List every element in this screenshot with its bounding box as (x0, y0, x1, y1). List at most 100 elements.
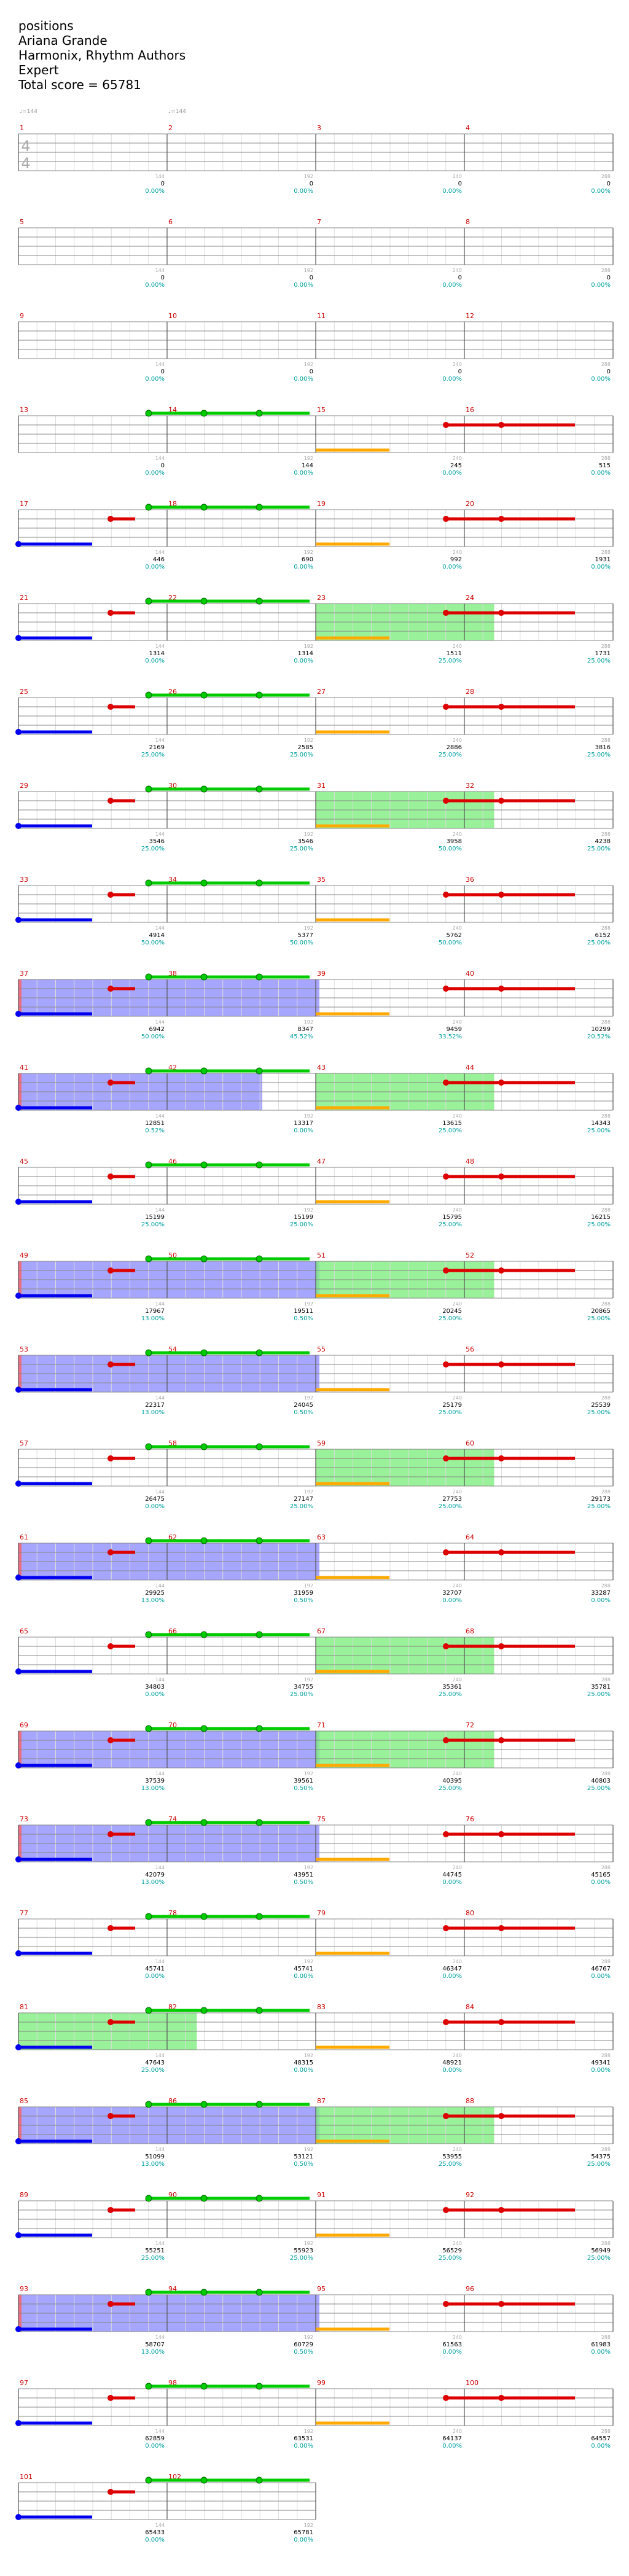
green-note (145, 2101, 152, 2108)
beat-label: 288 (601, 1113, 611, 1119)
measure-percent: 25.00% (439, 2161, 462, 2168)
measure-score: 0 (607, 181, 611, 187)
beat-label: 240 (453, 456, 462, 461)
measure-number: 27 (317, 688, 326, 696)
green-note (200, 691, 208, 699)
blue-note (15, 1950, 21, 1956)
blue-note (15, 2138, 21, 2144)
measure-number: 91 (317, 2191, 326, 2199)
beat-label: 192 (304, 2053, 313, 2058)
measure-score: 0 (161, 368, 165, 375)
red-note (107, 610, 114, 616)
green-note (200, 1913, 208, 1920)
red-note (107, 2395, 114, 2401)
beat-label: 192 (304, 737, 313, 743)
red-note (107, 1831, 114, 1837)
measure-number: 25 (20, 688, 28, 696)
measure-percent: 25.00% (587, 1691, 611, 1698)
beat-label: 144 (155, 456, 165, 461)
beat-label: 240 (453, 550, 462, 555)
green-note (256, 1725, 263, 1732)
measure-number: 96 (466, 2285, 474, 2293)
beat-label: 144 (155, 644, 165, 649)
beat-label: 192 (304, 550, 313, 555)
measure-percent: 0.00% (145, 1691, 165, 1698)
measure-percent: 0.00% (591, 1597, 611, 1604)
beat-label: 192 (304, 1865, 313, 1870)
measure-score: 992 (450, 556, 462, 563)
measure-number: 7 (317, 218, 321, 226)
blue-note (15, 2420, 21, 2426)
red-note (107, 1643, 114, 1649)
measure-percent: 25.00% (290, 752, 313, 758)
measure-percent: 50.00% (141, 1033, 165, 1040)
measure-score: 31959 (294, 1590, 313, 1597)
song-title: positions (18, 18, 74, 33)
measure-number: 10 (168, 312, 177, 320)
measure-score: 61563 (442, 2341, 462, 2348)
measure-percent: 0.00% (442, 376, 462, 383)
measure-percent: 0.00% (294, 188, 313, 195)
measure-percent: 25.00% (439, 2255, 462, 2262)
measure-percent: 25.00% (290, 2255, 313, 2262)
measure-score: 51099 (145, 2154, 165, 2160)
measure-number: 19 (317, 500, 326, 508)
blue-note (15, 823, 21, 829)
measure-percent: 0.00% (145, 282, 165, 289)
measure-number: 21 (20, 594, 28, 602)
beat-label: 192 (304, 2523, 313, 2528)
beat-label: 144 (155, 737, 165, 743)
measure-number: 95 (317, 2285, 326, 2293)
red-note (498, 2113, 504, 2119)
beat-label: 240 (453, 2053, 462, 2058)
red-note (498, 1831, 504, 1837)
measure-number: 16 (466, 406, 474, 414)
beat-label: 288 (601, 174, 611, 179)
blue-note (15, 1199, 21, 1205)
red-note (443, 516, 449, 522)
measure-score: 47643 (145, 2060, 165, 2066)
measure-percent: 25.00% (587, 846, 611, 852)
measure-number: 57 (20, 1439, 28, 1447)
green-note (145, 2007, 152, 2014)
measure-score: 35781 (591, 1684, 611, 1691)
green-note (200, 504, 208, 511)
red-note (443, 2395, 449, 2401)
time-sig-bottom: 4 (21, 155, 30, 172)
measure-score: 15199 (294, 1214, 313, 1221)
green-note (256, 1819, 263, 1826)
green-note (200, 2477, 208, 2484)
measure-score: 2585 (298, 744, 313, 751)
measure-score: 5762 (447, 932, 462, 939)
red-note (443, 892, 449, 898)
green-note (145, 1725, 152, 1732)
green-note (145, 973, 152, 981)
green-note (256, 973, 263, 981)
beat-label: 288 (601, 362, 611, 367)
measure-score: 515 (599, 462, 611, 469)
beat-label: 192 (304, 1959, 313, 1964)
measure-number: 72 (466, 1721, 474, 1729)
beat-label: 192 (304, 2147, 313, 2152)
blue-note (15, 1856, 21, 1862)
red-note (443, 1925, 449, 1931)
measure-percent: 25.00% (587, 1127, 611, 1134)
beat-label: 240 (453, 1489, 462, 1495)
beat-label: 144 (155, 2523, 165, 2528)
measure-score: 46767 (591, 1966, 611, 1972)
measure-score: 48315 (294, 2060, 313, 2066)
measure-number: 41 (20, 1064, 28, 1072)
measure-percent: 0.00% (145, 376, 165, 383)
measure-number: 76 (466, 1815, 474, 1823)
measure-number: 65 (20, 1627, 28, 1635)
green-note (145, 879, 152, 887)
measure-percent: 0.52% (145, 1127, 165, 1134)
measure-score: 0 (310, 181, 313, 187)
red-note (498, 1267, 504, 1274)
red-note (107, 2113, 114, 2119)
red-note (443, 1737, 449, 1743)
measure-number: 68 (466, 1627, 474, 1635)
measure-number: 93 (20, 2285, 28, 2293)
beat-label: 144 (155, 2429, 165, 2434)
measure-score: 63531 (294, 2435, 313, 2442)
